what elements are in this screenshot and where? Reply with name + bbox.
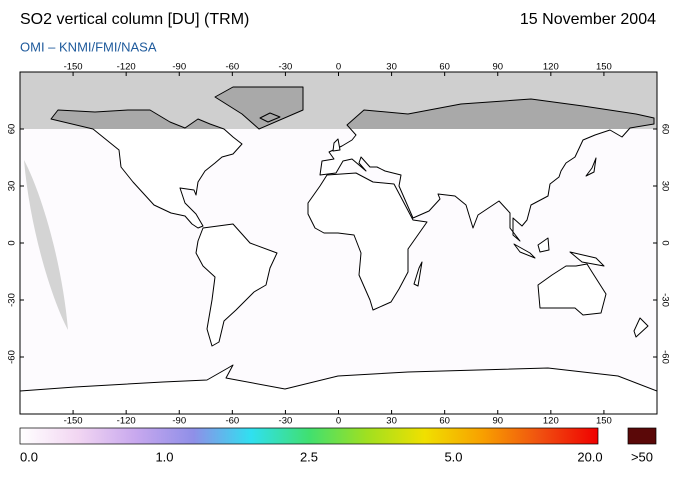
colorbar-overflow-label: >50 xyxy=(631,449,653,464)
colorbar: 0.0 1.0 2.5 5.0 20.0 >50 xyxy=(19,427,657,464)
lat-tick-label: -60 xyxy=(7,350,18,364)
lat-tick-label: 60 xyxy=(7,124,18,135)
lon-tick-label: 120 xyxy=(543,62,559,73)
colorbar-label: 0.0 xyxy=(20,449,38,464)
lon-tick-label: -150 xyxy=(64,416,83,427)
date: 15 November 2004 xyxy=(520,11,656,28)
lat-tick-label: 30 xyxy=(659,181,670,192)
colorbar-scale xyxy=(19,427,599,445)
map-area xyxy=(20,72,657,414)
colorbar-label: 20.0 xyxy=(577,449,602,464)
lat-tick-label: -30 xyxy=(659,293,670,307)
missing-data-swath xyxy=(24,160,68,330)
lon-tick-label: 90 xyxy=(492,416,503,427)
lon-tick-label: -30 xyxy=(279,416,293,427)
subtitle: OMI – KNMI/FMI/NASA xyxy=(20,39,157,54)
lon-tick-label: 60 xyxy=(439,416,450,427)
lon-tick-label: -120 xyxy=(117,416,136,427)
title: SO2 vertical column [DU] (TRM) xyxy=(20,11,249,28)
lat-tick-label: 0 xyxy=(7,240,18,245)
colorbar-label: 2.5 xyxy=(300,449,318,464)
lon-tick-label: -60 xyxy=(225,62,239,73)
lat-tick-label: -60 xyxy=(659,350,670,364)
lon-tick-label: -90 xyxy=(172,62,186,73)
lon-tick-label: -60 xyxy=(225,416,239,427)
lon-tick-label: 120 xyxy=(543,416,559,427)
lon-tick-label: -90 xyxy=(172,416,186,427)
lat-tick-label: 60 xyxy=(659,124,670,135)
lat-tick-label: 30 xyxy=(7,181,18,192)
lon-tick-label: 60 xyxy=(439,62,450,73)
lon-tick-label: 30 xyxy=(386,416,397,427)
colorbar-label: 5.0 xyxy=(444,449,462,464)
lon-tick-label: 150 xyxy=(596,62,612,73)
lon-tick-label: 0 xyxy=(336,416,341,427)
lon-tick-label: 150 xyxy=(596,416,612,427)
colorbar-overflow xyxy=(627,427,657,445)
lat-tick-label: -30 xyxy=(7,293,18,307)
colorbar-label: 1.0 xyxy=(155,449,173,464)
lon-tick-label: 0 xyxy=(336,62,341,73)
lon-tick-label: -120 xyxy=(117,62,136,73)
lat-tick-label: 0 xyxy=(659,240,670,245)
lon-tick-label: -150 xyxy=(64,62,83,73)
lon-tick-label: 90 xyxy=(492,62,503,73)
lon-tick-label: 30 xyxy=(386,62,397,73)
lon-tick-label: -30 xyxy=(279,62,293,73)
